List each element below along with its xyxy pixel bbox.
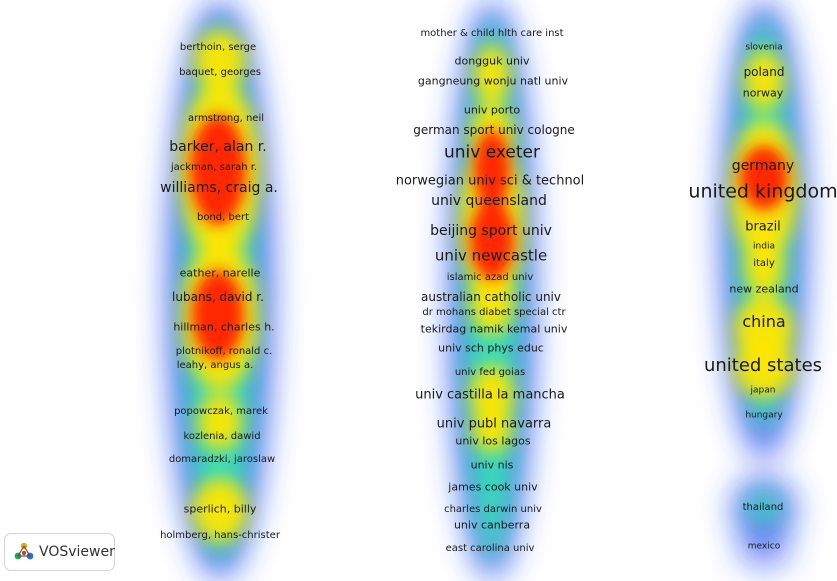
node-label-country[interactable]: poland bbox=[743, 65, 785, 79]
node-label-author[interactable]: baquet, georges bbox=[179, 67, 261, 78]
node-label-country[interactable]: norway bbox=[742, 86, 784, 100]
node-label-author[interactable]: holmberg, hans-christer bbox=[160, 530, 280, 541]
node-label-institution[interactable]: univ porto bbox=[463, 103, 521, 117]
density-blob bbox=[470, 200, 514, 280]
node-label-author[interactable]: bond, bert bbox=[196, 212, 250, 223]
node-label-author[interactable]: sperlich, billy bbox=[183, 502, 257, 516]
node-label-country[interactable]: india bbox=[753, 241, 775, 252]
density-blob bbox=[192, 478, 248, 542]
node-label-author[interactable]: kozlenia, dawid bbox=[183, 431, 261, 442]
node-label-country[interactable]: china bbox=[742, 312, 786, 331]
node-label-institution[interactable]: tekirdag namik kemal univ bbox=[420, 322, 568, 336]
node-label-country[interactable]: brazil bbox=[745, 219, 781, 235]
density-blob bbox=[734, 338, 794, 398]
vosviewer-logo-badge[interactable]: VOSviewer bbox=[4, 533, 115, 571]
node-label-country[interactable]: new zealand bbox=[729, 282, 799, 296]
node-label-institution[interactable]: univ castilla la mancha bbox=[415, 387, 565, 403]
node-label-country[interactable]: united states bbox=[703, 355, 823, 376]
node-label-institution[interactable]: mother & child hlth care inst bbox=[420, 28, 564, 39]
node-label-country[interactable]: hungary bbox=[745, 410, 783, 421]
node-label-institution[interactable]: univ nis bbox=[470, 458, 514, 472]
node-label-institution[interactable]: james cook univ bbox=[448, 480, 538, 494]
node-label-institution[interactable]: gangneung wonju natl univ bbox=[417, 74, 569, 88]
node-label-author[interactable]: lubans, david r. bbox=[172, 290, 264, 304]
node-label-country[interactable]: germany bbox=[731, 158, 795, 174]
density-blob bbox=[740, 146, 788, 210]
density-blob bbox=[744, 50, 784, 110]
density-blob bbox=[472, 408, 512, 452]
density-band-peak bbox=[190, 115, 788, 360]
density-blob bbox=[194, 30, 246, 90]
density-blob bbox=[192, 270, 244, 360]
density-blob bbox=[738, 525, 790, 569]
node-label-author[interactable]: hillman, charles h. bbox=[173, 320, 275, 334]
node-label-author[interactable]: popowczak, marek bbox=[174, 406, 268, 417]
node-label-author[interactable]: leahy, angus a. bbox=[176, 360, 254, 371]
node-label-author[interactable]: armstrong, neil bbox=[187, 113, 265, 124]
density-blob bbox=[470, 365, 514, 425]
node-label-institution[interactable]: beijing sport univ bbox=[430, 223, 552, 239]
density-blob bbox=[190, 115, 246, 225]
node-label-institution[interactable]: univ newcastle bbox=[434, 246, 548, 265]
node-label-country[interactable]: italy bbox=[753, 258, 775, 269]
node-label-author[interactable]: berthoin, serge bbox=[179, 42, 257, 53]
node-label-institution[interactable]: univ sch phys educ bbox=[438, 341, 544, 355]
node-label-institution[interactable]: univ queensland bbox=[431, 193, 547, 209]
node-label-institution[interactable]: australian catholic univ bbox=[421, 290, 561, 304]
node-label-institution[interactable]: east carolina univ bbox=[445, 543, 535, 554]
density-blob bbox=[470, 265, 514, 335]
vosviewer-logo-text: VOSviewer bbox=[39, 544, 115, 560]
density-band-high bbox=[180, 30, 798, 542]
node-label-author[interactable]: williams, craig a. bbox=[160, 180, 278, 196]
node-label-institution[interactable]: islamic azad univ bbox=[446, 272, 534, 283]
vosviewer-logo-icon bbox=[14, 542, 34, 560]
density-blob bbox=[744, 235, 784, 295]
node-label-country[interactable]: united kingdom bbox=[688, 180, 837, 203]
node-label-institution[interactable]: dongguk univ bbox=[454, 54, 530, 68]
node-label-country[interactable]: mexico bbox=[747, 541, 781, 552]
density-blob bbox=[198, 394, 242, 450]
node-label-institution[interactable]: univ exeter bbox=[443, 142, 541, 163]
node-label-institution[interactable]: german sport univ cologne bbox=[413, 123, 575, 137]
node-label-institution[interactable]: univ publ navarra bbox=[436, 416, 552, 432]
node-label-institution[interactable]: univ canberra bbox=[453, 518, 531, 532]
node-label-institution[interactable]: norwegian univ sci & technol bbox=[395, 173, 585, 189]
node-label-author[interactable]: plotnikoff, ronald c. bbox=[175, 346, 273, 357]
node-label-institution[interactable]: univ los lagos bbox=[455, 434, 531, 448]
node-label-institution[interactable]: charles darwin univ bbox=[444, 504, 542, 515]
density-blob bbox=[474, 130, 510, 210]
node-label-author[interactable]: barker, alan r. bbox=[169, 139, 267, 155]
node-label-institution[interactable]: univ fed goias bbox=[454, 367, 526, 378]
node-label-institution[interactable]: dr mohans diabet special ctr bbox=[422, 307, 566, 318]
node-label-country[interactable]: japan bbox=[750, 385, 776, 396]
node-label-author[interactable]: domaradzki, jaroslaw bbox=[168, 454, 276, 465]
density-blob bbox=[746, 490, 782, 526]
density-blob bbox=[474, 45, 510, 105]
node-label-author[interactable]: eather, narelle bbox=[179, 266, 261, 280]
node-label-country[interactable]: thailand bbox=[742, 502, 784, 513]
node-label-author[interactable]: jackman, sarah r. bbox=[170, 162, 258, 173]
node-label-country[interactable]: slovenia bbox=[745, 42, 783, 53]
